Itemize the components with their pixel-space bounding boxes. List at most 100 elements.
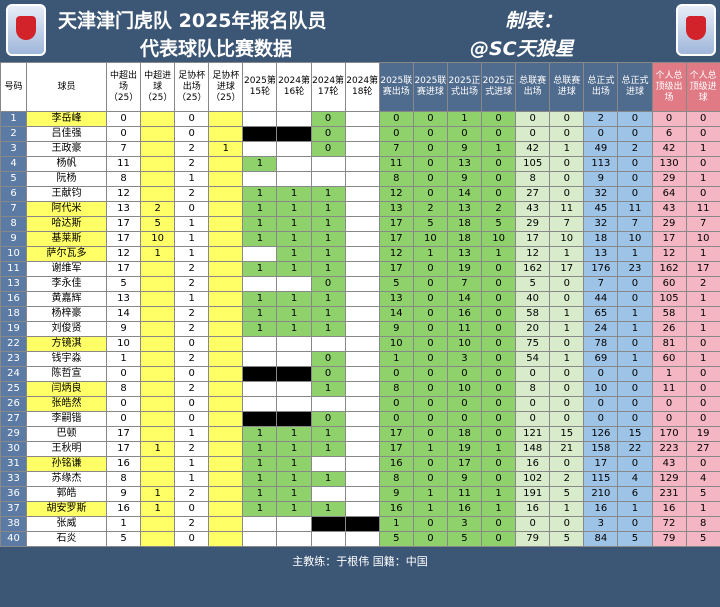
stat-cell: 0 — [378, 396, 414, 412]
player-row: 5 阮杨 8 1 8 0 9 0 8 0 9 0 29 1 — [0, 171, 720, 187]
stat-cell: 9 — [583, 171, 619, 187]
stat-cell — [310, 156, 346, 172]
number: 11 — [0, 261, 27, 277]
stat-cell: 0 — [481, 396, 517, 412]
stat-cell: 18 — [446, 426, 483, 442]
stat-cell: 0 — [412, 261, 448, 277]
stat-cell — [140, 396, 176, 412]
stat-cell: 5 — [412, 216, 448, 232]
stat-cell: 14 — [105, 306, 142, 322]
stat-cell: 1 — [651, 366, 687, 382]
number: 19 — [0, 321, 27, 337]
player-row: 36 郭皓 9 1 2 1 1 9 1 11 1 191 5 210 6 231 5 — [0, 486, 720, 502]
stat-cell: 1 — [685, 351, 720, 367]
number: 33 — [0, 471, 27, 487]
stat-cell: 0 — [685, 366, 720, 382]
stat-cell: 9 — [105, 321, 142, 337]
stat-cell: 0 — [105, 111, 142, 127]
stat-cell: 0 — [583, 411, 619, 427]
stat-cell — [242, 531, 278, 547]
stat-cell: 2 — [583, 111, 619, 127]
stat-cell: 158 — [583, 441, 619, 457]
stat-cell: 5 — [549, 531, 585, 547]
stat-cell: 1 — [174, 231, 210, 247]
stat-cell: 0 — [412, 111, 448, 127]
stat-cell: 16 — [378, 456, 414, 472]
stat-cell: 1 — [617, 246, 653, 262]
stat-cell: 2 — [174, 306, 210, 322]
stat-cell: 1 — [242, 201, 278, 217]
stat-cell: 0 — [412, 126, 448, 142]
stat-cell: 0 — [549, 366, 585, 382]
player-row: 19 刘俊贤 9 2 1 1 1 9 0 11 0 20 1 24 1 26 1 — [0, 321, 720, 337]
stat-cell: 2 — [140, 201, 176, 217]
number: 9 — [0, 231, 27, 247]
stat-cell: 7 — [105, 141, 142, 157]
number: 30 — [0, 441, 27, 457]
stat-cell: 10 — [685, 231, 720, 247]
header-row: 号码 球员 中超出场（25） 中超进球（25） 足协杯出场（25） 足协杯进球（25） 20… — [0, 62, 720, 112]
stat-cell — [344, 516, 380, 532]
stat-cell: 10 — [583, 381, 619, 397]
stat-cell: 12 — [378, 186, 414, 202]
stat-cell — [242, 516, 278, 532]
stat-cell: 0 — [378, 126, 414, 142]
stat-cell: 105 — [651, 291, 687, 307]
stat-cell: 0 — [549, 276, 585, 292]
stat-cell — [344, 276, 380, 292]
credit-label: 制表： — [505, 10, 563, 32]
column-header: 2025正式出场 — [446, 62, 483, 112]
number: 23 — [0, 351, 27, 367]
player-row: 26 张皓然 0 0 0 0 0 0 0 0 0 0 0 0 — [0, 396, 720, 412]
stat-cell: 9 — [446, 471, 483, 487]
stat-cell: 3 — [446, 351, 483, 367]
stat-cell: 1 — [242, 321, 278, 337]
stat-cell — [276, 126, 312, 142]
stat-cell: 0 — [481, 291, 517, 307]
stat-cell — [208, 336, 244, 352]
stat-cell: 8 — [378, 171, 414, 187]
stat-cell: 1 — [242, 456, 278, 472]
stat-cell: 0 — [412, 411, 448, 427]
stat-cell: 5 — [446, 531, 483, 547]
player-name: 基莱斯 — [26, 231, 107, 247]
stat-cell: 12 — [378, 246, 414, 262]
stat-cell: 17 — [651, 231, 687, 247]
stat-cell: 1 — [276, 246, 312, 262]
number: 8 — [0, 216, 27, 232]
stat-cell — [344, 156, 380, 172]
stat-cell: 7 — [685, 216, 720, 232]
stat-cell: 1 — [310, 381, 346, 397]
stat-cell: 29 — [651, 216, 687, 232]
stat-cell: 2 — [174, 351, 210, 367]
stat-cell — [242, 141, 278, 157]
stat-cell — [310, 456, 346, 472]
column-header: 2024第18轮 — [344, 62, 380, 112]
stat-cell: 0 — [617, 126, 653, 142]
stat-cell — [208, 156, 244, 172]
stat-cell: 2 — [685, 276, 720, 292]
stat-cell: 1 — [242, 426, 278, 442]
player-row: 25 闫炳良 8 2 1 8 0 10 0 8 0 10 0 11 0 — [0, 381, 720, 397]
stat-cell: 0 — [617, 111, 653, 127]
stat-cell: 2 — [174, 156, 210, 172]
stat-cell: 0 — [549, 186, 585, 202]
stat-cell: 14 — [446, 291, 483, 307]
stat-cell: 1 — [310, 186, 346, 202]
stat-cell: 7 — [378, 141, 414, 157]
stat-cell: 0 — [481, 306, 517, 322]
stat-cell: 1 — [412, 501, 448, 517]
stat-cell: 0 — [617, 366, 653, 382]
stat-cell: 0 — [481, 156, 517, 172]
stat-cell: 0 — [549, 396, 585, 412]
player-name: 杨帆 — [26, 156, 107, 172]
player-name: 孙铭谦 — [26, 456, 107, 472]
stat-cell: 0 — [174, 396, 210, 412]
stat-cell: 2 — [174, 381, 210, 397]
stat-cell — [276, 276, 312, 292]
stat-cell: 5 — [140, 216, 176, 232]
stat-cell: 0 — [174, 411, 210, 427]
stat-cell — [140, 141, 176, 157]
stat-cell: 11 — [446, 486, 483, 502]
stat-cell: 0 — [617, 411, 653, 427]
